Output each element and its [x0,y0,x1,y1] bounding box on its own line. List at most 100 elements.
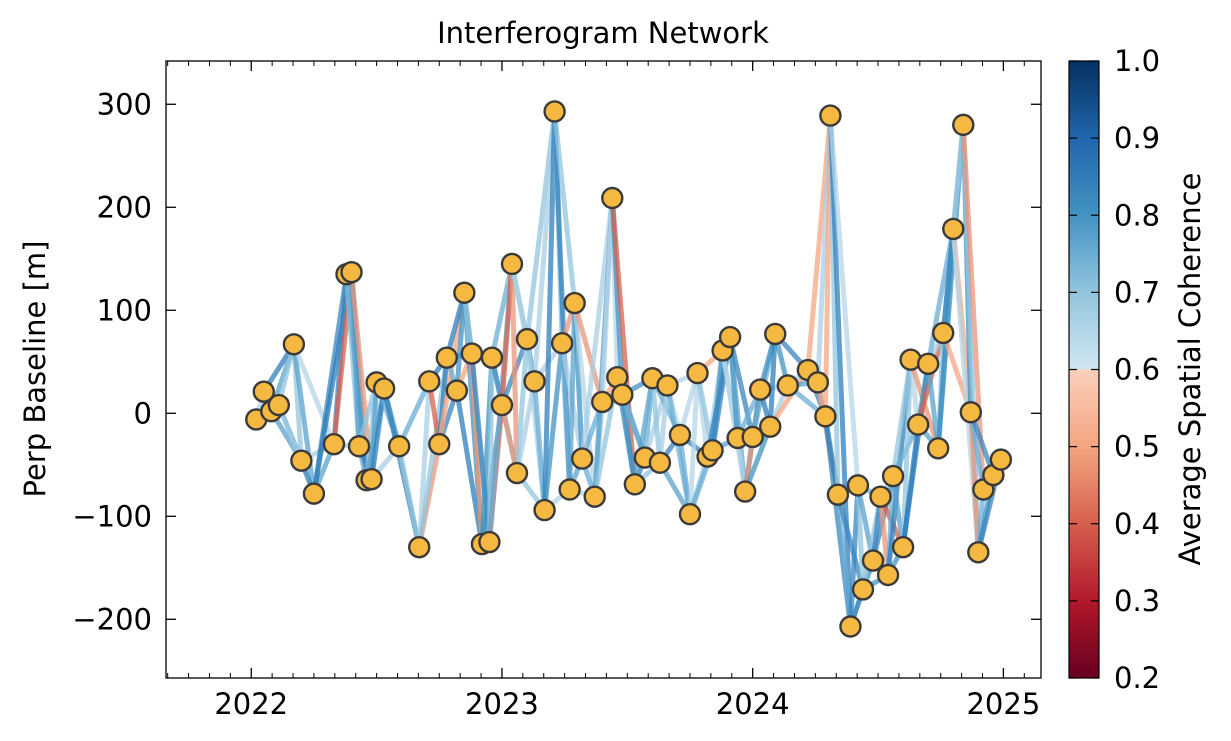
interferogram-edge [742,424,773,495]
acquisition-point [916,352,940,376]
acquisition-point [891,535,915,559]
colorbar-tick-label: 1.0 [1114,44,1160,78]
acquisition-point [478,530,501,554]
y-tick-label: −200 [72,602,152,636]
x-tick-label: 2025 [966,687,1040,721]
acquisition-point [340,260,363,284]
interferogram-edge [657,382,670,466]
y-axis: −200 −100 0 100 200 300 [72,87,1041,636]
acquisition-point [839,615,862,638]
acquisition-point [387,435,411,458]
acquisition-point [764,322,787,346]
interferogram-edge [552,108,578,306]
acquisition-point [861,549,885,572]
acquisition-point [347,435,371,458]
acquisition-point [267,393,291,417]
colorbar-tick-label: 0.8 [1114,198,1160,232]
colorbar-tick-label: 0.3 [1114,584,1160,618]
acquisition-point [445,379,469,402]
interferogram-edge [767,331,778,430]
acquisition-point [967,541,990,564]
acquisition-point [563,291,586,315]
colorbar-label: Average Spatial Coherence [1173,173,1207,566]
acquisition-point [806,371,830,394]
acquisition-point [748,378,772,401]
acquisition-point [881,464,905,488]
acquisition-point [408,535,431,559]
acquisition-point [418,370,441,393]
interferogram-edge [968,409,981,555]
x-axis: 2022 2023 2024 2025 [167,61,1040,721]
acquisition-point [656,374,679,397]
colorbar-tick-label: 0.6 [1114,353,1160,387]
acquisition-point [668,423,692,447]
acquisition-point [515,327,539,351]
acquisition-point [570,447,594,470]
interferogram-edge [291,341,317,497]
acquisition-point [611,383,634,406]
interferogram-edge [542,340,565,513]
interferogram-edge [509,261,520,476]
interferogram-edge [767,367,811,430]
acquisition-point [435,346,459,369]
acquisition-point [989,448,1013,471]
interferogram-edge [855,482,866,592]
colorbar-tick-label: 0.7 [1114,275,1160,309]
y-tick-label: 0 [134,396,152,430]
y-tick-label: 200 [97,190,152,224]
interferogram-edge [727,334,756,440]
x-tick-label: 2023 [465,687,539,721]
acquisition-point [733,480,757,503]
acquisition-point [648,451,672,474]
colorbar-tick-label: 0.5 [1114,430,1160,464]
acquisition-point [591,390,614,414]
acquisition-point [290,449,313,472]
acquisition-point [869,485,892,508]
acquisition-point [550,332,574,355]
acquisition-point [360,468,383,491]
chart-title: Interferogram Network [437,16,769,50]
interferogram-edge [835,492,866,592]
acquisition-point [623,473,647,496]
plot-frame [165,60,1042,679]
interferogram-edge [599,195,615,405]
colorbar-tick-label: 0.2 [1114,661,1160,695]
acquisition-point [927,437,950,460]
interferogram-edge [649,375,663,466]
acquisition-point [322,432,346,456]
acquisition-point [826,483,850,506]
acquisition-point [460,342,484,365]
acquisition-point [543,100,566,123]
acquisition-point [851,578,875,601]
acquisition-point [952,113,975,137]
acquisition-point [759,415,782,438]
interferogram-edge [514,336,530,476]
colorbar-tick-label: 0.4 [1114,507,1160,541]
acquisition-point [942,217,965,241]
interferogram-edge [396,378,432,449]
acquisition-point [741,425,764,449]
acquisition-point [282,333,306,356]
colorbar-ticks: 0.2 0.3 0.4 0.5 0.6 0.7 0.8 0.9 1.0 [1069,44,1160,695]
interferogram-edge [687,370,701,517]
acquisition-point [500,252,524,276]
acquisition-point [558,478,581,501]
acquisition-point [846,474,870,497]
acquisition-point [505,461,529,485]
x-tick-label: 2024 [716,687,790,721]
acquisition-point [932,321,955,345]
acquisition-point [819,104,842,127]
colorbar-tick-label: 0.9 [1114,121,1160,155]
interferogram-edge [396,443,422,550]
acquisition-point [453,281,476,304]
y-tick-label: 300 [97,87,152,121]
acquisition-point [906,413,930,436]
acquisition-point [480,346,504,369]
acquisition-point [490,393,514,417]
acquisition-point [533,498,556,522]
acquisition-point [959,401,982,424]
acquisition-point [601,186,624,210]
acquisition-point [814,405,837,428]
acquisition-point [776,374,799,397]
